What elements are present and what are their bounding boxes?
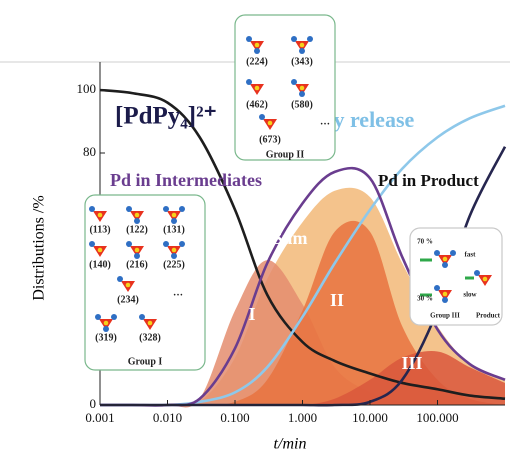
page: Distributions /% t/min 0 80 100 0.001 0.010 0…: [0, 0, 510, 456]
x-tick-label: 0.001: [85, 410, 114, 425]
ligand-icon: [179, 241, 185, 247]
metal-icon: [268, 121, 273, 126]
series-label: [PdPy₄]²⁺: [115, 103, 217, 130]
ligand-icon: [139, 314, 145, 320]
metal-icon: [255, 86, 260, 91]
inset-label: (328): [139, 332, 161, 343]
y-tick-label: 80: [83, 144, 96, 159]
ligand-icon: [179, 206, 185, 212]
metal-icon: [483, 277, 488, 282]
ligand-icon: [89, 206, 95, 212]
ligand-icon: [299, 48, 305, 54]
x-tick-label: 0.100: [220, 410, 249, 425]
metal-icon: [104, 321, 109, 326]
series-label: Sum: [272, 228, 307, 248]
ligand-icon: [259, 114, 265, 120]
inset-label: (140): [89, 259, 111, 270]
inset-label: (234): [117, 294, 139, 305]
ligand-icon: [474, 270, 480, 276]
ligand-icon: [95, 314, 101, 320]
ligand-icon: [89, 241, 95, 247]
x-axis-label: t/min: [274, 436, 307, 453]
ligand-icon: [307, 36, 313, 42]
inset-label: (131): [163, 224, 185, 235]
inset-label: fast: [465, 251, 477, 259]
inset-title: Group II: [266, 149, 305, 160]
x-tick-label: 100.000: [416, 410, 458, 425]
metal-icon: [300, 43, 305, 48]
metal-icon: [443, 292, 448, 297]
ligand-icon: [134, 218, 140, 224]
x-tick-label: 10.000: [352, 410, 388, 425]
metal-icon: [126, 283, 131, 288]
ligand-icon: [117, 276, 123, 282]
ligand-icon: [171, 218, 177, 224]
series-label: III: [401, 353, 422, 373]
x-tick-label: 1.000: [288, 410, 317, 425]
ligand-icon: [434, 285, 440, 291]
group-i-inset: (113) (122) (131) (140) (216) (225) (234) … (319…: [85, 195, 205, 370]
ligand-icon: [291, 36, 297, 42]
inset-label: 70 %: [417, 238, 433, 246]
ligand-icon: [254, 48, 260, 54]
group-iii-inset: 70 % fast 30 % slow Group III Product: [410, 228, 502, 325]
inset-label: (122): [126, 224, 148, 235]
inset-label: (673): [259, 134, 281, 145]
inset-label: (462): [246, 99, 268, 110]
metal-icon: [148, 321, 153, 326]
inset-label: (319): [95, 332, 117, 343]
ligand-icon: [111, 314, 117, 320]
metal-icon: [135, 248, 140, 253]
ligand-icon: [450, 250, 456, 256]
y-tick-label: 0: [90, 396, 97, 411]
ligand-icon: [163, 206, 169, 212]
ligand-icon: [126, 206, 132, 212]
y-axis-label: Distributions /%: [31, 195, 48, 300]
inset-label: slow: [463, 291, 477, 299]
group-ii-inset: (224) (343) (462) (580) … (673) Group II: [235, 15, 335, 160]
ligand-icon: [103, 326, 109, 332]
ligand-icon: [134, 253, 140, 259]
inset-label: (216): [126, 259, 148, 270]
metal-icon: [135, 213, 140, 218]
metal-icon: [300, 86, 305, 91]
series-label: Pd in Product: [378, 171, 479, 190]
inset-label: …: [173, 287, 183, 298]
x-tick-label: 0.010: [153, 410, 182, 425]
metal-icon: [443, 257, 448, 262]
inset-label: (580): [291, 99, 313, 110]
metal-icon: [255, 43, 260, 48]
y-tick-label: 100: [77, 81, 97, 96]
inset-box: [85, 195, 205, 370]
inset-label: 30 %: [417, 295, 433, 303]
metal-icon: [172, 248, 177, 253]
inset-label: Product: [476, 312, 501, 320]
inset-label: (113): [89, 224, 110, 235]
ligand-icon: [171, 253, 177, 259]
ligand-icon: [442, 297, 448, 303]
ligand-icon: [246, 79, 252, 85]
series-label: Pd in Intermediates: [110, 170, 262, 190]
series-label: II: [330, 290, 344, 310]
ligand-icon: [163, 241, 169, 247]
ligand-icon: [434, 250, 440, 256]
metal-icon: [98, 248, 103, 253]
inset-title: Group I: [128, 356, 163, 367]
series-label: I: [248, 304, 255, 324]
metal-icon: [172, 213, 177, 218]
inset-label: Group III: [430, 312, 460, 320]
ligand-icon: [291, 79, 297, 85]
figure: Distributions /% t/min 0 80 100 0.001 0.010 0…: [0, 0, 510, 456]
inset-label: (224): [246, 56, 268, 67]
ligand-icon: [126, 241, 132, 247]
inset-label: …: [320, 116, 330, 127]
inset-label: (225): [163, 259, 185, 270]
ligand-icon: [299, 91, 305, 97]
metal-icon: [98, 213, 103, 218]
ligand-icon: [246, 36, 252, 42]
inset-label: (343): [291, 56, 313, 67]
ligand-icon: [442, 262, 448, 268]
